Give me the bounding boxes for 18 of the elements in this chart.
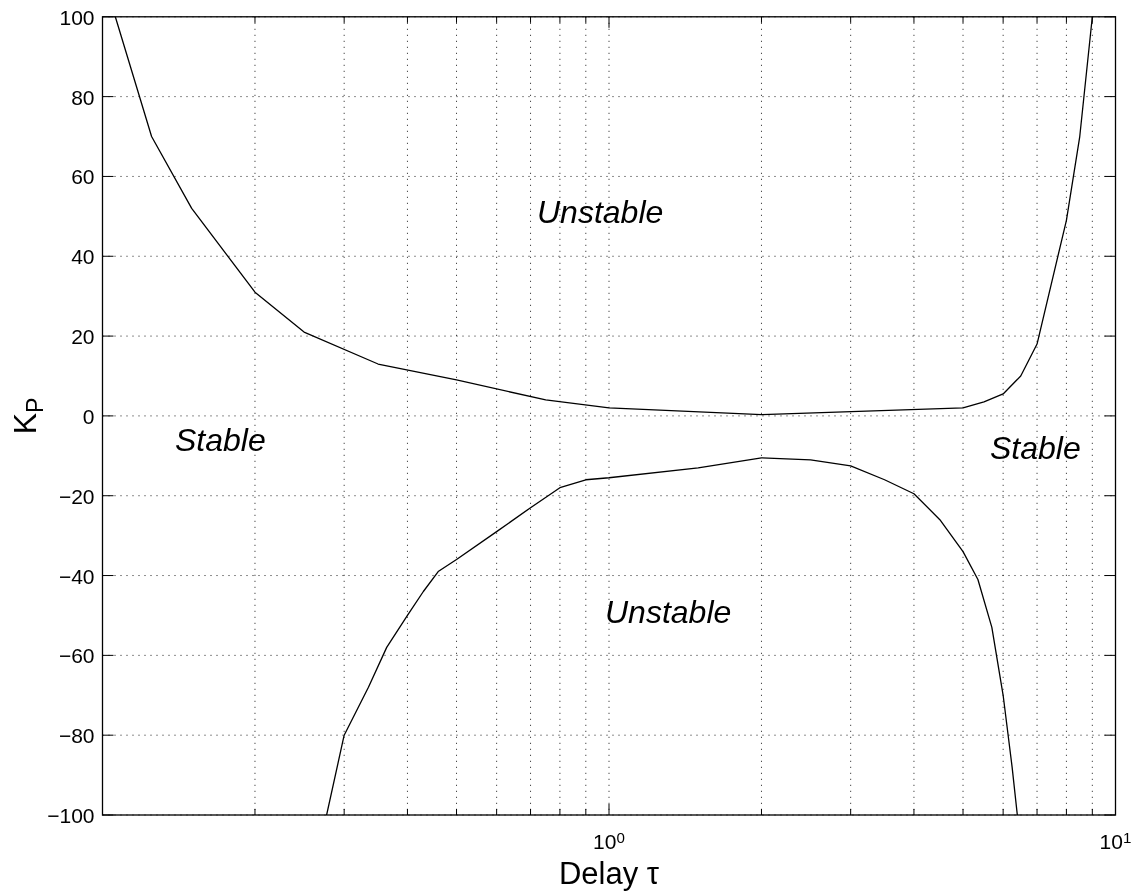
- x-tick-label: 10$^{0}$: [593, 829, 625, 853]
- annotation: Unstable: [605, 594, 732, 630]
- annotation: Stable: [175, 422, 266, 458]
- y-tick-label: 0: [82, 404, 95, 428]
- y-tick-label: −40: [58, 564, 95, 588]
- y-tick-label: 20: [71, 324, 95, 348]
- y-tick-label: 40: [71, 244, 95, 268]
- annotation: Unstable: [537, 194, 664, 230]
- x-tick-label: 10$^{1}$: [1099, 829, 1132, 853]
- y-tick-label: −20: [58, 484, 95, 508]
- y-tick-label: 60: [71, 164, 95, 188]
- y-tick-label: 100: [59, 5, 95, 29]
- x-axis-title: Delay τ: [558, 856, 660, 891]
- annotation: Stable: [990, 430, 1081, 466]
- y-tick-label: 80: [71, 85, 95, 109]
- y-tick-label: −60: [58, 643, 95, 667]
- y-tick-label: −80: [58, 723, 95, 747]
- y-tick-label: −100: [47, 803, 95, 827]
